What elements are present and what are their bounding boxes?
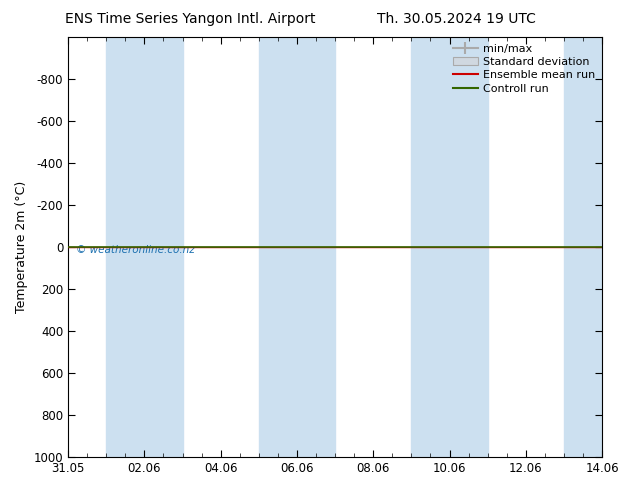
Legend: min/max, Standard deviation, Ensemble mean run, Controll run: min/max, Standard deviation, Ensemble me… [449, 39, 600, 98]
Y-axis label: Temperature 2m (°C): Temperature 2m (°C) [15, 181, 28, 313]
Bar [259, 37, 335, 457]
Bar [106, 37, 183, 457]
Bar [411, 37, 488, 457]
Text: Th. 30.05.2024 19 UTC: Th. 30.05.2024 19 UTC [377, 12, 536, 26]
Bar [564, 37, 610, 457]
Text: © weatheronline.co.nz: © weatheronline.co.nz [76, 245, 195, 255]
Text: ENS Time Series Yangon Intl. Airport: ENS Time Series Yangon Intl. Airport [65, 12, 316, 26]
